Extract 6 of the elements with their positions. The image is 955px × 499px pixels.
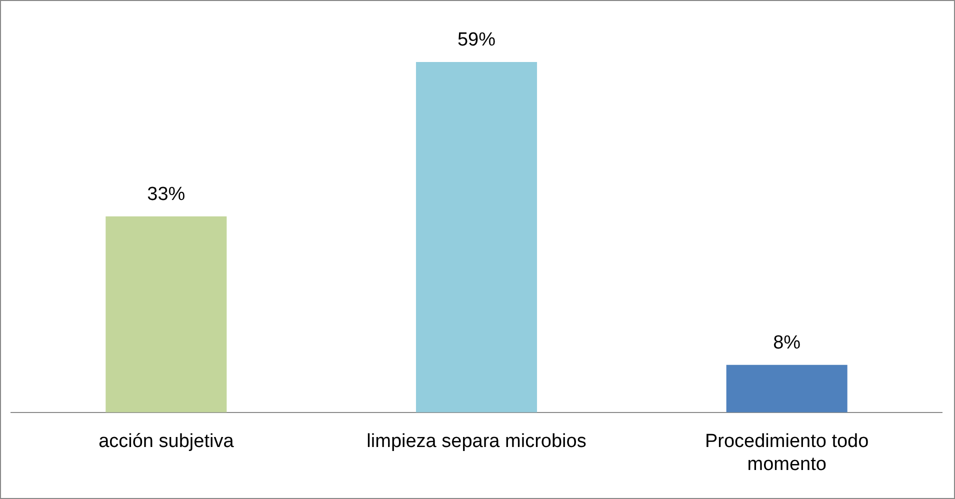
x-tick-label: acción subjetiva	[98, 431, 234, 452]
data-label: 59%	[457, 30, 496, 51]
data-label: 33%	[147, 184, 186, 206]
data-label: 8%	[773, 332, 801, 354]
x-tick-label: limpieza separa microbios	[366, 431, 586, 452]
x-tick-label: Procedimiento todo momento	[704, 431, 869, 475]
